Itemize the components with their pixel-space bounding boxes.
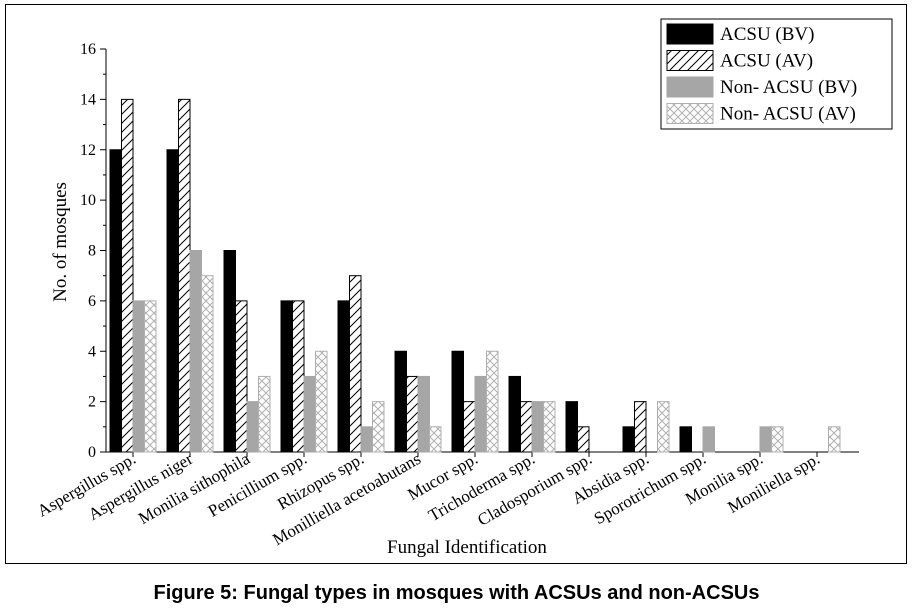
bar-non-acsu-bv-8: [531, 401, 544, 453]
bar-non-acsu-bv-2: [189, 250, 202, 453]
legend: ACSU (BV) ACSU (AV) Non- ACSU (BV) Non- ACS…: [660, 18, 893, 130]
bar-acsu-av-6: [406, 375, 419, 453]
category-labels: Aspergillus spp.Aspergillus nigerMonilia…: [34, 449, 823, 549]
bar-non-acsu-av-7: [486, 350, 499, 453]
y-tick-label: 12: [80, 142, 96, 159]
bar-chart: 0 2 4 6 8 10 12 14 16 Aspergillus spp.Aspergillu…: [34, 18, 893, 558]
y-tick-label: 10: [80, 192, 96, 209]
bar-non-acsu-av-8: [543, 401, 556, 453]
bar-acsu-av-1: [121, 98, 134, 453]
bar-non-acsu-bv-1: [132, 300, 145, 453]
chart-frame: 0 2 4 6 8 10 12 14 16 Aspergillus spp. Aspergillu…: [5, 4, 907, 564]
bar-non-acsu-bv-6: [417, 375, 430, 453]
bar-acsu-bv-3: [223, 250, 236, 453]
figure-caption: Figure 5: Fungal types in mosques with A…: [153, 582, 760, 604]
legend-label: ACSU (BV): [720, 24, 814, 45]
legend-label: ACSU (AV): [720, 51, 813, 72]
bar-non-acsu-av-2: [201, 275, 214, 453]
bar-acsu-av-9: [577, 426, 590, 453]
bar-acsu-bv-5: [337, 300, 350, 453]
bar-acsu-bv-7: [451, 350, 464, 453]
bars: [109, 98, 841, 453]
bar-acsu-bv-1: [109, 149, 122, 453]
y-tick-label: 4: [88, 343, 96, 360]
bar-acsu-bv-9: [565, 401, 578, 453]
bar-acsu-av-8: [520, 401, 533, 453]
y-tick-label: 14: [80, 91, 96, 108]
bar-non-acsu-bv-12: [759, 426, 772, 453]
bar-acsu-av-10: [634, 401, 647, 453]
bar-acsu-bv-10: [622, 426, 635, 453]
legend-swatch: [666, 76, 714, 98]
bar-non-acsu-bv-11: [702, 426, 715, 453]
y-tick-label: 8: [88, 243, 96, 260]
y-tick-label: 0: [88, 444, 96, 461]
bar-non-acsu-av-5: [372, 401, 385, 453]
legend-swatch: [666, 103, 714, 124]
y-tick-label: 6: [88, 293, 96, 310]
bar-acsu-bv-2: [166, 149, 179, 453]
bar-acsu-bv-11: [679, 426, 692, 453]
bar-non-acsu-bv-3: [246, 401, 259, 453]
bar-non-acsu-bv-7: [474, 375, 487, 453]
bar-acsu-bv-4: [280, 300, 293, 453]
y-axis-title: No. of mosques: [50, 182, 71, 302]
legend-swatch: [666, 23, 714, 45]
legend-label: Non- ACSU (BV): [720, 77, 857, 98]
bar-acsu-av-4: [292, 300, 305, 453]
bar-acsu-av-7: [463, 401, 476, 453]
legend-swatch: [666, 50, 714, 71]
y-tick-label: 16: [80, 41, 96, 58]
bar-acsu-av-2: [178, 98, 191, 453]
bar-non-acsu-bv-4: [303, 375, 316, 453]
bar-acsu-bv-8: [508, 375, 521, 453]
y-tick-label: 2: [88, 394, 96, 411]
bar-non-acsu-av-6: [429, 426, 442, 453]
bar-non-acsu-av-10: [657, 401, 670, 453]
bar-non-acsu-av-1: [144, 300, 157, 453]
legend-label: Non- ACSU (AV): [720, 104, 856, 125]
bar-acsu-av-5: [349, 275, 362, 453]
x-axis-title: Fungal Identification: [387, 537, 547, 558]
bar-non-acsu-bv-5: [360, 426, 373, 453]
bar-acsu-bv-6: [394, 350, 407, 453]
bar-acsu-av-3: [235, 300, 248, 453]
bar-non-acsu-av-12: [771, 426, 784, 453]
bar-non-acsu-av-13: [828, 426, 841, 453]
bar-non-acsu-av-4: [315, 350, 328, 453]
bar-non-acsu-av-3: [258, 375, 271, 453]
